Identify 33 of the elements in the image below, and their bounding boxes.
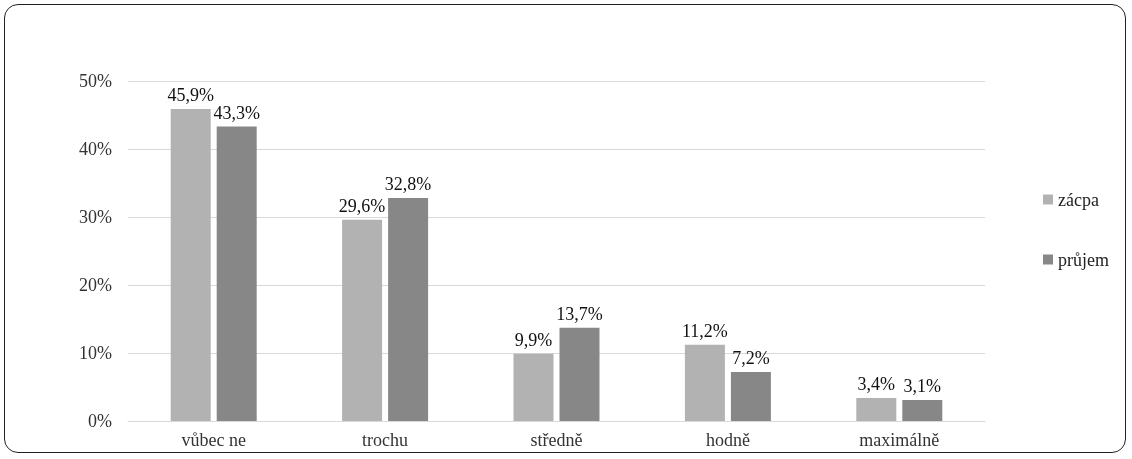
y-tick-label: 20% (79, 275, 112, 295)
data-label: 11,2% (681, 320, 728, 341)
legend-label: průjem (1058, 249, 1110, 270)
y-tick-label: 10% (79, 343, 112, 363)
bar (342, 219, 383, 421)
bar (170, 108, 211, 421)
x-tick-label: hodně (705, 430, 750, 450)
x-tick-label: vůbec ne (181, 430, 246, 450)
bar (513, 353, 554, 421)
data-label: 3,4% (857, 373, 896, 394)
data-label: 45,9% (167, 84, 214, 105)
bar (902, 399, 943, 421)
bar (684, 344, 725, 421)
bar (216, 126, 257, 421)
data-label: 13,7% (556, 303, 603, 324)
data-label: 9,9% (514, 329, 553, 350)
data-label: 3,1% (903, 375, 942, 396)
data-label: 29,6% (338, 195, 386, 216)
y-tick-label: 50% (79, 71, 112, 91)
legend-label: zácpa (1058, 189, 1099, 210)
y-tick-label: 0% (88, 411, 112, 431)
x-tick-label: trochu (362, 430, 409, 450)
data-label: 32,8% (384, 173, 432, 194)
y-tick-label: 30% (79, 207, 112, 227)
bar (388, 197, 429, 421)
data-label: 7,2% (732, 348, 770, 369)
x-tick-label: středně (530, 430, 583, 450)
bar (559, 327, 600, 421)
x-tick-label: maximálně (859, 430, 940, 450)
data-label: 43,3% (213, 102, 260, 123)
y-tick-label: 40% (79, 139, 112, 159)
bar (730, 372, 771, 421)
bar (856, 397, 897, 421)
